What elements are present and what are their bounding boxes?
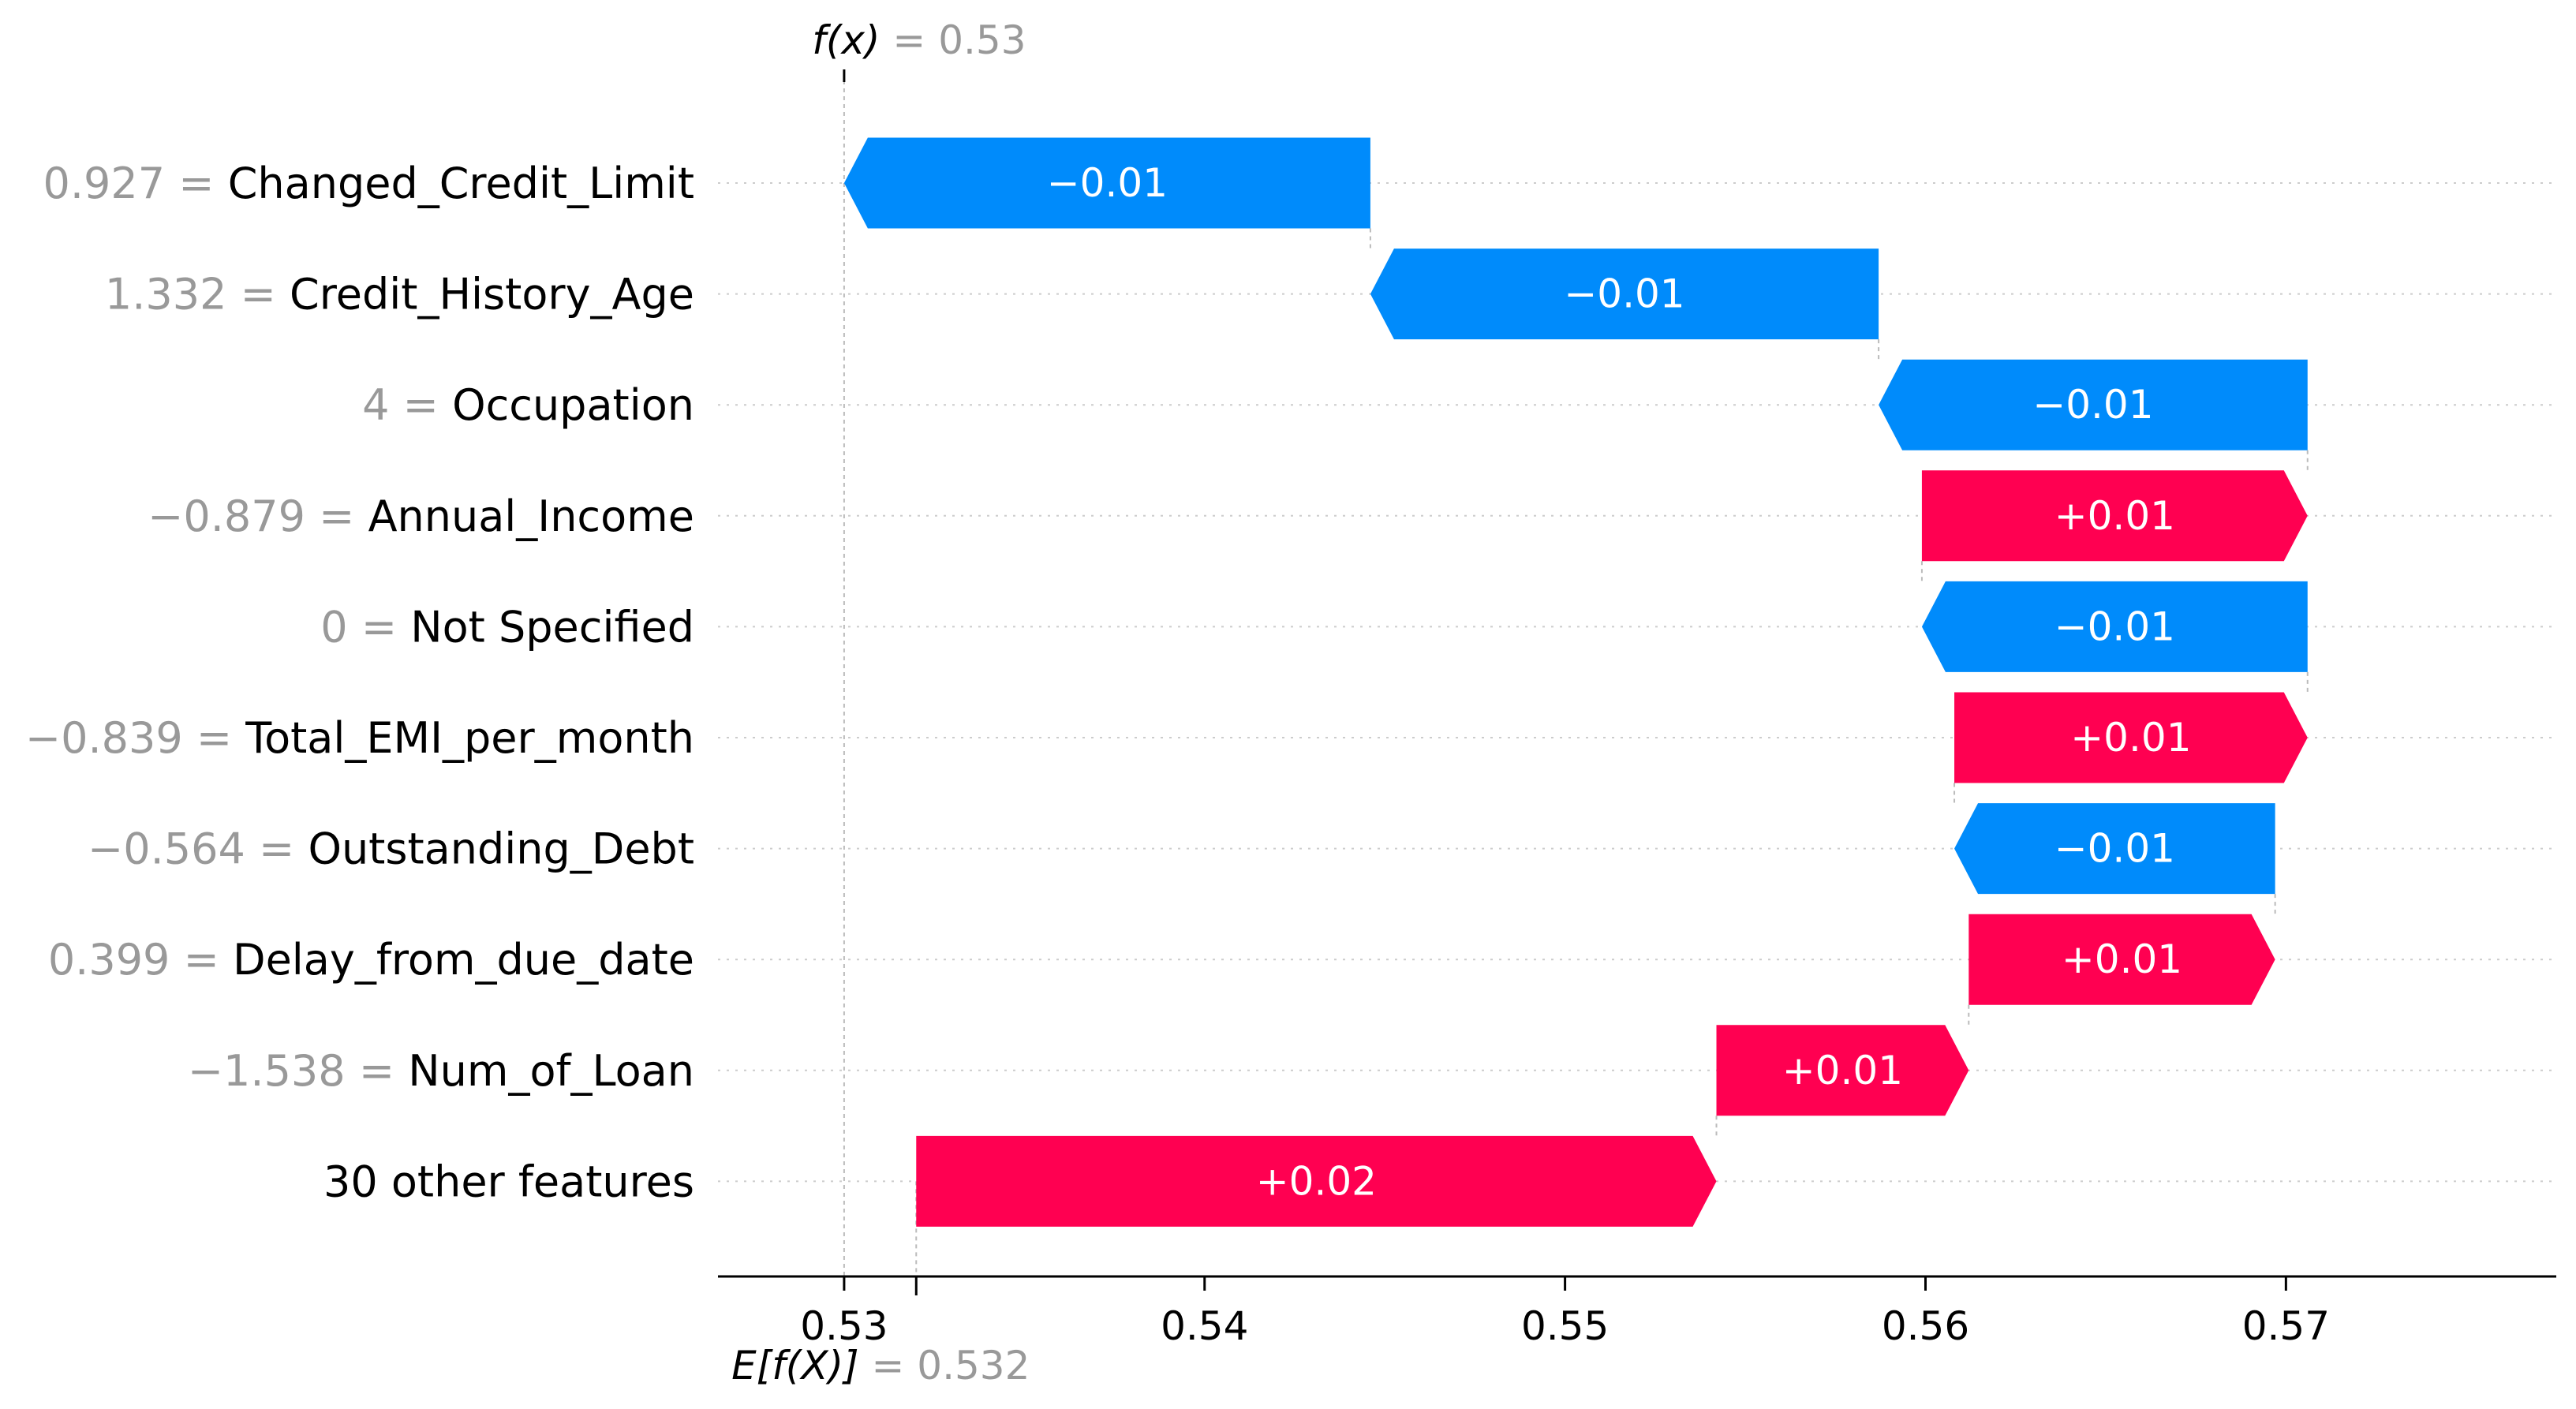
shap-bar (916, 1135, 1717, 1227)
feature-label: 0.927 = Changed_Credit_Limit (43, 159, 694, 208)
bar-value-label: +0.01 (2062, 936, 2182, 982)
feature-name: Occupation (452, 380, 694, 430)
feature-label: −0.879 = Annual_Income (148, 491, 694, 541)
expected-value-annotation: E[f(X)] = 0.532 (731, 1343, 1030, 1388)
shap-bar (1921, 470, 2308, 562)
feature-name: Outstanding_Debt (308, 824, 694, 874)
feature-name: Credit_History_Age (290, 270, 694, 320)
feature-name: Annual_Income (368, 491, 694, 541)
shap-bar (1954, 692, 2308, 783)
feature-value: −0.564 = (88, 824, 308, 874)
bar-value-label: +0.01 (1782, 1048, 1903, 1093)
bar-value-label: −0.01 (1564, 271, 1684, 317)
feature-name: Not Specified (410, 602, 694, 652)
feature-labels: 0.927 = Changed_Credit_Limit 1.332 = Cred… (25, 159, 694, 1206)
feature-name: Num_of_Loan (408, 1046, 694, 1096)
feature-value: 0.399 = (48, 935, 233, 985)
bar-value-label: +0.01 (2070, 715, 2191, 761)
feature-label: −0.839 = Total_EMI_per_month (25, 713, 694, 763)
x-tick-label: 0.54 (1161, 1303, 1248, 1349)
shap-bar (1968, 914, 2275, 1005)
bar-value-label: +0.02 (1256, 1158, 1377, 1204)
bar-value-label: −0.01 (1047, 160, 1168, 206)
x-tick-label: 0.57 (2242, 1303, 2330, 1349)
shap-bar (1370, 249, 1879, 340)
shap-bar (843, 137, 1370, 229)
shap-bar (1921, 581, 2308, 672)
feature-label: 0 = Not Specified (320, 602, 694, 652)
bar-value-label: +0.01 (2054, 493, 2175, 539)
expected-value-label: E[f(X)] (731, 1343, 858, 1388)
fx-label: f(x) (812, 17, 880, 63)
feature-name: 30 other features (323, 1157, 694, 1206)
expected-value-value: 0.532 (917, 1343, 1030, 1388)
x-tick-label: 0.55 (1521, 1303, 1609, 1349)
feature-label: 1.332 = Credit_History_Age (105, 270, 694, 320)
feature-value: 0 = (320, 602, 410, 652)
bar-value-label: −0.01 (2032, 382, 2153, 428)
feature-label: −1.538 = Num_of_Loan (188, 1046, 694, 1096)
feature-label: 30 other features (323, 1157, 694, 1206)
feature-name: Total_EMI_per_month (245, 713, 694, 763)
fx-equals: = (880, 17, 939, 63)
shap-bar (1716, 1025, 1969, 1116)
shap-bar (1879, 359, 2308, 450)
feature-label: 0.399 = Delay_from_due_date (48, 935, 694, 985)
fx-annotation: f(x) = 0.53 (812, 17, 1026, 63)
feature-value: 4 = (362, 380, 452, 430)
feature-value: −0.879 = (148, 491, 368, 541)
feature-label: 4 = Occupation (362, 380, 694, 430)
bar-value-label: −0.01 (2054, 604, 2175, 649)
expected-value-equals: = (859, 1343, 918, 1388)
feature-name: Changed_Credit_Limit (228, 159, 694, 208)
x-tick-label: 0.56 (1882, 1303, 1969, 1349)
feature-value: 1.332 = (105, 270, 290, 320)
shap-bar (1954, 803, 2275, 895)
x-tick-label: 0.53 (800, 1303, 888, 1349)
feature-value: −1.538 = (188, 1046, 408, 1096)
bar-value-label: −0.01 (2054, 826, 2175, 872)
feature-value: −0.839 = (25, 713, 245, 763)
bars: −0.01 −0.01 −0.01 +0.01 −0.01 +0.01 −0.01 +0.01… (843, 137, 2308, 1227)
fx-value: 0.53 (938, 17, 1026, 63)
feature-value: 0.927 = (43, 159, 228, 208)
feature-name: Delay_from_due_date (233, 935, 694, 985)
feature-label: −0.564 = Outstanding_Debt (88, 824, 694, 874)
x-axis: 0.53 0.54 0.55 0.56 0.57 (718, 1275, 2556, 1349)
